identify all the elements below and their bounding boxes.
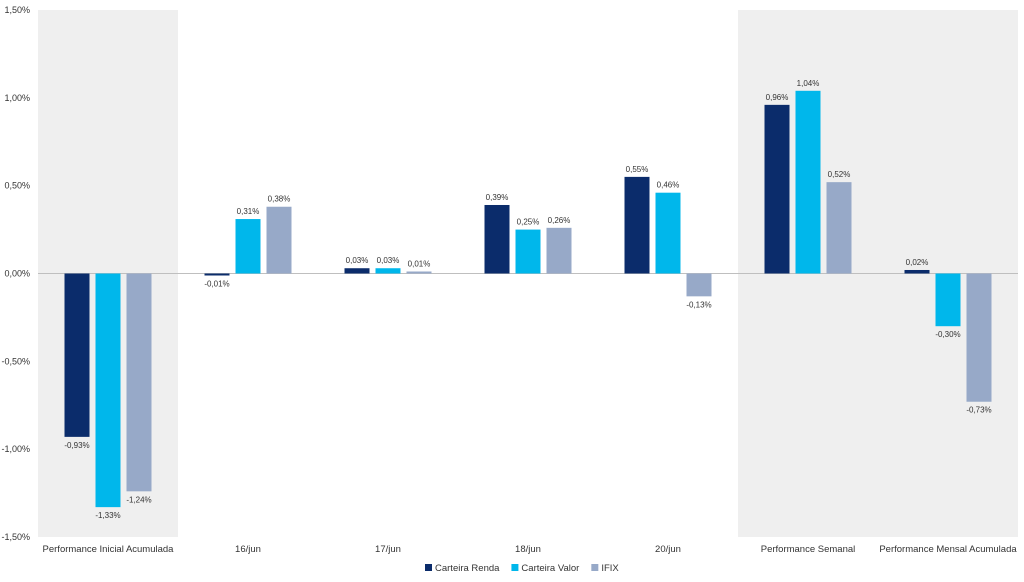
data-label: 0,38% — [268, 195, 291, 204]
data-label: 0,96% — [766, 93, 789, 102]
data-label: 0,46% — [657, 181, 680, 190]
data-label: -0,73% — [966, 406, 991, 415]
bar — [344, 268, 370, 274]
data-label: 0,26% — [548, 216, 571, 225]
bar — [484, 204, 510, 274]
data-label: 0,03% — [377, 256, 400, 265]
data-label: 0,01% — [408, 260, 431, 269]
bar — [795, 90, 821, 274]
y-tick-label: 0,50% — [4, 181, 30, 191]
bar — [826, 182, 852, 274]
data-label: 0,25% — [517, 218, 540, 227]
bar — [95, 273, 121, 508]
data-label: 0,52% — [828, 170, 851, 179]
bar — [624, 176, 650, 274]
data-label: 0,55% — [626, 165, 649, 174]
data-label: -1,24% — [126, 495, 151, 504]
category-label: 20/jun — [655, 544, 681, 555]
bars — [64, 90, 992, 508]
data-label: 0,39% — [486, 193, 509, 202]
y-tick-label: 1,00% — [4, 93, 30, 103]
data-label: 0,03% — [346, 256, 369, 265]
bar — [546, 227, 572, 274]
data-labels: -0,93% -1,33% -1,24% -0,01% 0,31% 0,38% 0,03% 0… — [64, 79, 991, 520]
y-tick-label: -0,50% — [1, 356, 30, 366]
x-axis-categories: Performance Inicial Acumulada 16/jun 17/ju… — [43, 544, 1018, 555]
category-label: 16/jun — [235, 544, 261, 555]
bar — [515, 229, 541, 274]
category-label: Performance Semanal — [761, 544, 856, 555]
data-label: -0,13% — [686, 300, 711, 309]
bar — [406, 271, 432, 274]
data-label: -0,30% — [935, 330, 960, 339]
y-axis: 1,50% 1,00% 0,50% 0,00% -0,50% -1,00% -1,50% — [1, 5, 30, 542]
legend-swatch — [511, 564, 519, 571]
bar — [375, 268, 401, 274]
legend-label: Carteira Valor — [521, 563, 579, 574]
data-label: -1,33% — [95, 511, 120, 520]
legend-label: Carteira Renda — [435, 563, 500, 574]
y-tick-label: 0,00% — [4, 269, 30, 279]
category-label: 18/jun — [515, 544, 541, 555]
bar — [935, 273, 961, 327]
data-label: 0,02% — [906, 258, 929, 267]
category-label: 17/jun — [375, 544, 401, 555]
bar — [204, 273, 230, 276]
data-label: 0,31% — [237, 207, 260, 216]
bar — [904, 269, 930, 274]
bar — [266, 206, 292, 274]
y-tick-label: -1,50% — [1, 532, 30, 542]
legend-label: IFIX — [601, 563, 619, 574]
y-tick-label: 1,50% — [4, 5, 30, 15]
bar — [764, 104, 790, 274]
legend-swatch — [425, 564, 432, 571]
bar — [64, 273, 90, 437]
legend-swatch — [591, 564, 599, 571]
data-label: -0,93% — [64, 441, 89, 450]
data-label: -0,01% — [204, 280, 229, 289]
data-label: 1,04% — [797, 79, 820, 88]
bar — [126, 273, 152, 492]
legend: Carteira Renda Carteira Valor IFIX — [425, 563, 619, 574]
category-label: Performance Mensal Acumulada — [879, 544, 1017, 555]
bar — [966, 273, 992, 402]
bar — [235, 219, 261, 274]
bar — [655, 192, 681, 274]
category-label: Performance Inicial Acumulada — [43, 544, 175, 555]
bar — [686, 273, 712, 297]
y-tick-label: -1,00% — [1, 444, 30, 454]
